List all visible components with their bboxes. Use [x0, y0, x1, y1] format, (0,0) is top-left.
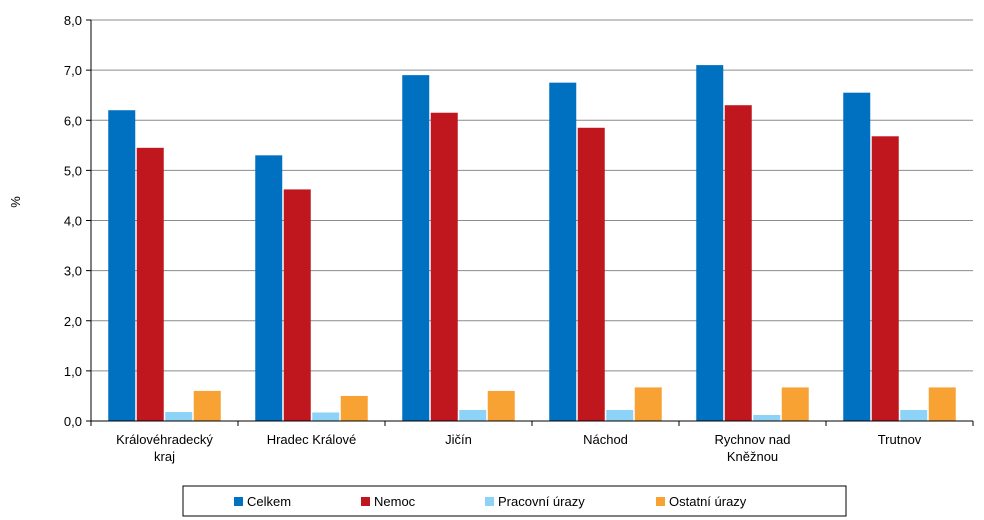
y-tick-label: 4,0 — [64, 214, 82, 229]
bar-nemoc-5 — [871, 136, 899, 422]
x-tick-label: Jičín — [445, 432, 472, 447]
bar-pracovní-úrazy-1 — [312, 412, 340, 421]
bar-celkem-0 — [108, 110, 136, 421]
y-axis-label: % — [8, 196, 23, 208]
y-tick-label: 3,0 — [64, 264, 82, 279]
x-tick-label: Trutnov — [878, 432, 922, 447]
bar-ostatní-úrazy-4 — [781, 387, 809, 421]
legend-label: Pracovní úrazy — [498, 494, 585, 509]
y-tick-label: 1,0 — [64, 364, 82, 379]
bar-ostatní-úrazy-5 — [928, 387, 956, 421]
x-tick-labels: Královéhradecký kraj Hradec Králové Jičín Ná… — [90, 421, 974, 464]
y-tick-label: 6,0 — [64, 113, 82, 128]
bar-celkem-1 — [255, 155, 283, 421]
bar-pracovní-úrazy-3 — [606, 409, 634, 421]
bar-ostatní-úrazy-0 — [193, 390, 221, 421]
bars-group — [108, 65, 956, 422]
y-tick-labels: 0,0 1,0 2,0 3,0 4,0 5,0 6,0 7,0 8,0 — [64, 13, 91, 429]
y-tick-label: 0,0 — [64, 414, 82, 429]
bar-celkem-2 — [402, 75, 430, 421]
x-tick-label: Rychnov nad — [715, 432, 791, 447]
x-tick-label: Kněžnou — [727, 449, 778, 464]
bar-nemoc-3 — [577, 127, 605, 422]
legend-swatch — [361, 497, 370, 506]
bar-pracovní-úrazy-0 — [165, 411, 193, 421]
legend-box — [182, 485, 847, 517]
y-tick-label: 7,0 — [64, 63, 82, 78]
y-tick-label: 5,0 — [64, 163, 82, 178]
bar-pracovní-úrazy-5 — [900, 409, 928, 421]
bar-ostatní-úrazy-1 — [340, 395, 368, 421]
legend: Celkem Nemoc Pracovní úrazy Ostatní úrazy — [182, 485, 847, 517]
legend-label: Nemoc — [374, 494, 416, 509]
bar-pracovní-úrazy-2 — [459, 409, 487, 421]
legend-label: Celkem — [247, 494, 291, 509]
x-tick-label: Náchod — [583, 432, 628, 447]
y-tick-label: 2,0 — [64, 314, 82, 329]
legend-label: Ostatní úrazy — [669, 494, 747, 509]
bar-ostatní-úrazy-3 — [634, 387, 662, 421]
bar-ostatní-úrazy-2 — [487, 390, 515, 421]
bar-nemoc-2 — [430, 112, 458, 421]
bar-celkem-3 — [549, 82, 577, 421]
bar-celkem-5 — [843, 92, 871, 422]
bar-nemoc-4 — [724, 105, 752, 422]
x-tick-label: Královéhradecký — [116, 432, 213, 447]
gridlines — [91, 19, 973, 422]
bar-nemoc-1 — [283, 189, 311, 421]
legend-swatch — [234, 497, 243, 506]
bar-pracovní-úrazy-4 — [753, 414, 781, 421]
legend-swatch — [656, 497, 665, 506]
bar-nemoc-0 — [136, 147, 164, 421]
bar-celkem-4 — [696, 65, 724, 422]
x-tick-label: kraj — [154, 449, 175, 464]
legend-swatch — [485, 497, 494, 506]
x-tick-label: Hradec Králové — [267, 432, 357, 447]
y-tick-label: 8,0 — [64, 13, 82, 28]
